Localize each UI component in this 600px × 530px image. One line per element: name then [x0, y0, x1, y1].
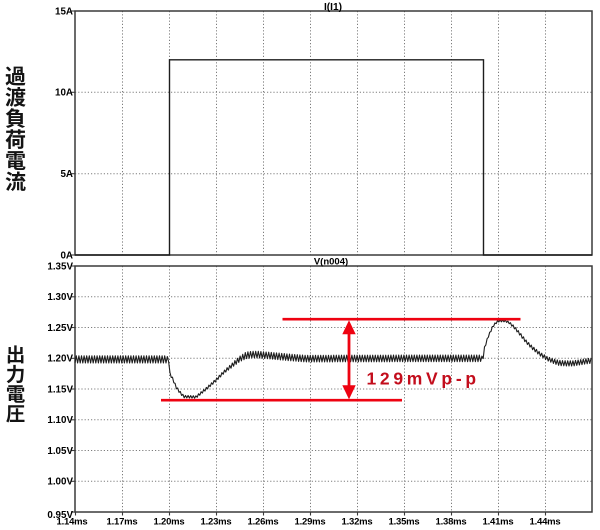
svg-text:10A: 10A: [55, 88, 73, 99]
svg-text:1.20V: 1.20V: [47, 354, 73, 365]
svg-text:15A: 15A: [55, 6, 73, 17]
svg-text:1.14ms: 1.14ms: [56, 516, 87, 527]
svg-text:5A: 5A: [60, 169, 73, 180]
svg-text:1.26ms: 1.26ms: [247, 516, 278, 527]
svg-text:V(n004): V(n004): [314, 257, 348, 268]
svg-text:0A: 0A: [60, 250, 73, 261]
svg-text:1.25V: 1.25V: [47, 323, 73, 334]
svg-text:1.23ms: 1.23ms: [200, 516, 231, 527]
svg-text:1.41ms: 1.41ms: [482, 516, 513, 527]
svg-text:1.10V: 1.10V: [47, 415, 73, 426]
svg-text:1.15V: 1.15V: [47, 384, 73, 395]
svg-text:1.35V: 1.35V: [47, 261, 73, 272]
svg-text:1.29ms: 1.29ms: [294, 516, 325, 527]
svg-text:1.05V: 1.05V: [47, 446, 73, 457]
svg-text:1.20ms: 1.20ms: [153, 516, 184, 527]
svg-text:1.38ms: 1.38ms: [435, 516, 466, 527]
svg-text:1.35ms: 1.35ms: [388, 516, 419, 527]
svg-text:1.44ms: 1.44ms: [529, 516, 560, 527]
svg-text:0.95V: 0.95V: [47, 510, 73, 521]
svg-text:1.30V: 1.30V: [47, 292, 73, 303]
svg-text:129mVp-p: 129mVp-p: [367, 369, 480, 389]
svg-text:I(I1): I(I1): [324, 2, 342, 13]
svg-text:1.00V: 1.00V: [47, 477, 73, 488]
svg-text:1.17ms: 1.17ms: [106, 516, 137, 527]
svg-text:1.32ms: 1.32ms: [341, 516, 372, 527]
